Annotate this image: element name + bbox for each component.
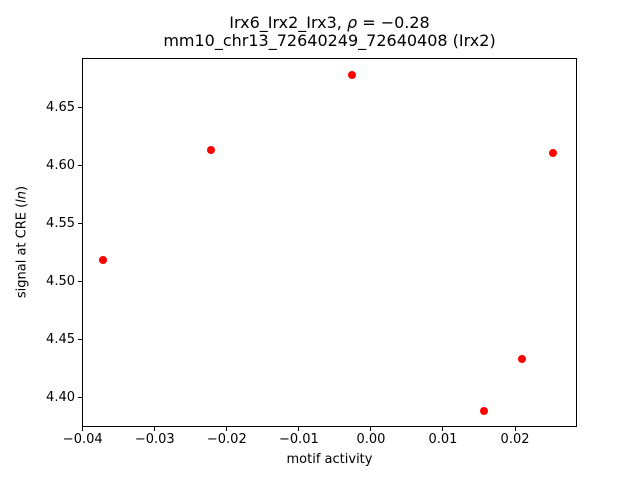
- x-tick-label: −0.01: [278, 432, 319, 447]
- x-tick-mark: [442, 427, 444, 431]
- y-tick-mark: [78, 281, 82, 283]
- y-tick-label: 4.40: [46, 389, 75, 405]
- y-axis-label-ln: ln: [14, 190, 30, 203]
- y-tick-label: 4.55: [46, 215, 75, 231]
- title-correlation-value: = −0.28: [357, 13, 430, 32]
- x-tick-label: 0.00: [356, 432, 386, 447]
- y-tick-mark: [78, 223, 82, 225]
- title-gene-ids: Irx6_Irx2_Irx3,: [229, 13, 347, 32]
- plot-area: [82, 58, 577, 427]
- x-tick-mark: [298, 427, 300, 431]
- y-tick-mark: [78, 165, 82, 167]
- x-tick-label: 0.02: [500, 432, 530, 447]
- scatter-point: [348, 71, 357, 80]
- rho-symbol: ρ: [346, 13, 358, 32]
- x-tick-label: 0.01: [428, 432, 458, 447]
- y-tick-mark: [78, 107, 82, 109]
- chart-title: Irx6_Irx2_Irx3, ρ = −0.28 mm10_chr13_726…: [82, 14, 577, 50]
- scatter-point: [518, 354, 527, 363]
- y-tick-label: 4.60: [46, 157, 75, 173]
- y-tick-label: 4.50: [46, 273, 75, 289]
- x-axis-label: motif activity: [286, 452, 373, 467]
- x-tick-label: −0.02: [206, 432, 247, 447]
- y-tick-label: 4.45: [46, 331, 75, 347]
- x-tick-mark: [82, 427, 84, 431]
- x-tick-mark: [226, 427, 228, 431]
- y-tick-label: 4.65: [46, 99, 75, 115]
- x-tick-label: −0.03: [134, 432, 175, 447]
- x-tick-mark: [370, 427, 372, 431]
- y-axis-label: signal at CRE (ln): [15, 186, 30, 298]
- y-tick-mark: [78, 339, 82, 341]
- x-tick-mark: [514, 427, 516, 431]
- y-tick-mark: [78, 397, 82, 399]
- scatter-point: [480, 406, 489, 415]
- y-axis-label-text: signal at CRE (: [14, 202, 30, 299]
- scatter-point: [206, 145, 215, 154]
- chart-title-line2: mm10_chr13_72640249_72640408 (Irx2): [163, 31, 496, 50]
- y-axis-label-close: ): [14, 185, 30, 191]
- x-tick-mark: [154, 427, 156, 431]
- scatter-point: [98, 255, 107, 264]
- scatter-point: [549, 149, 558, 158]
- x-tick-label: −0.04: [62, 432, 103, 447]
- chart-title-line1: Irx6_Irx2_Irx3, ρ = −0.28: [82, 14, 577, 32]
